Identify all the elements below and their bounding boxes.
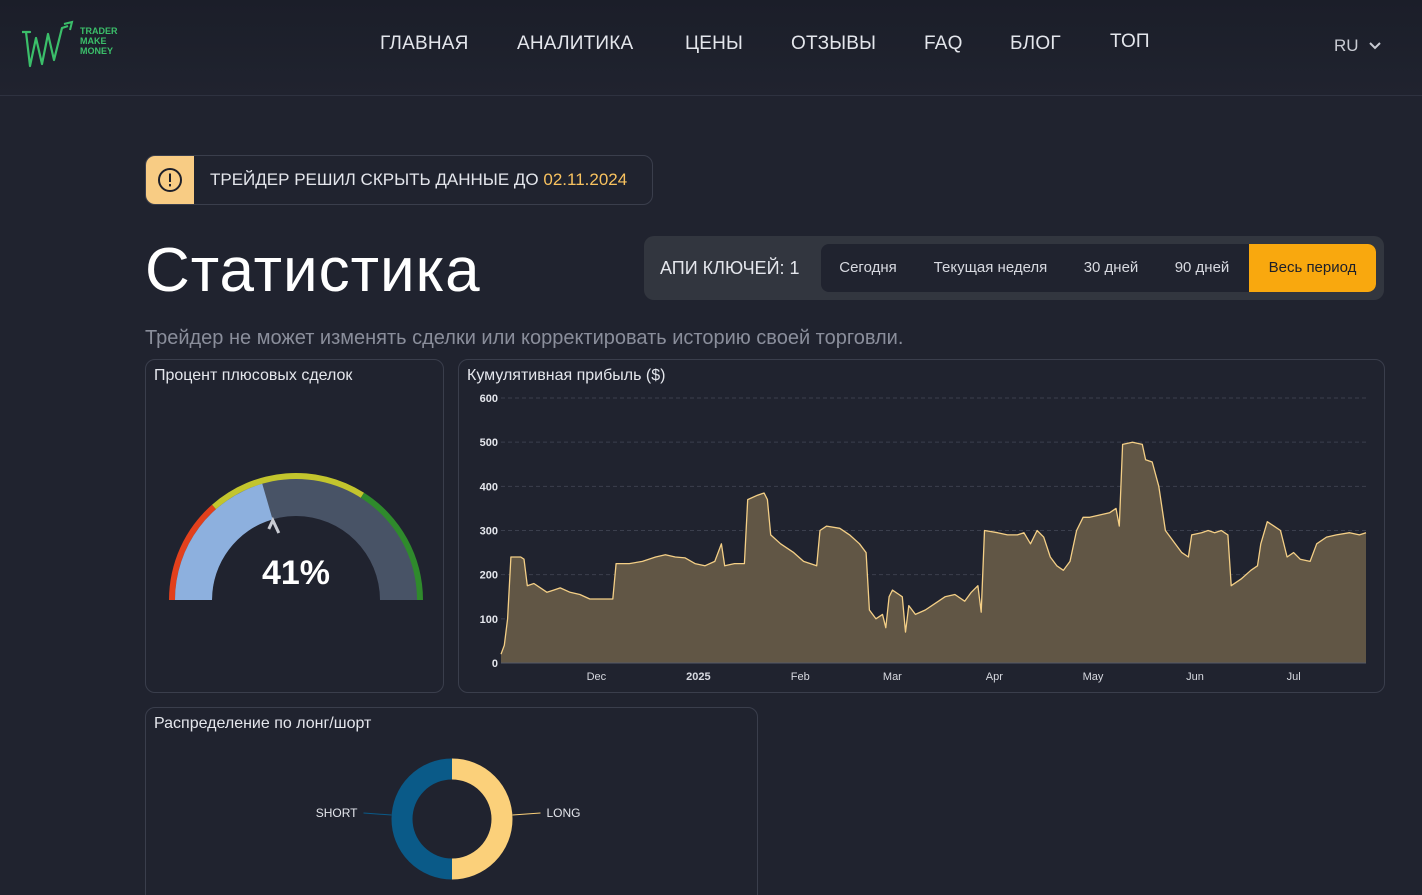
pie-label-long: LONG (547, 806, 581, 820)
banner-icon-box (146, 156, 194, 204)
cumulative-profit-title: Кумулятивная прибыль ($) (467, 367, 666, 384)
win-rate-gauge: 41% (169, 473, 423, 600)
x-tick-label: Jun (1186, 671, 1204, 683)
logo-line: MONEY (80, 46, 114, 56)
nav-item-top[interactable]: ТОП (1110, 31, 1150, 52)
page-subtitle: Трейдер не может изменять сделки или кор… (145, 327, 904, 349)
x-tick-label: Apr (986, 671, 1003, 683)
nav-item-reviews[interactable]: ОТЗЫВЫ (791, 33, 877, 54)
win-rate-title: Процент плюсовых сделок (154, 367, 353, 384)
pie-slice-short (391, 758, 453, 880)
x-tick-label: 2025 (686, 671, 710, 683)
gauge-pointer (267, 516, 281, 534)
nav-item-blog[interactable]: БЛОГ (1010, 33, 1061, 54)
language-label: RU (1334, 36, 1359, 55)
x-tick-label: Dec (587, 671, 607, 683)
y-tick-label: 100 (480, 614, 498, 626)
long-short-donut: LONG SHORT (316, 758, 581, 880)
y-tick-label: 400 (480, 481, 498, 493)
long-short-title: Распределение по лонг/шорт (154, 715, 372, 732)
x-tick-label: Mar (883, 671, 902, 683)
banner-text: ТРЕЙДЕР РЕШИЛ СКРЫТЬ ДАННЫЕ ДО 02.11.202… (194, 170, 627, 190)
main-nav: ГЛАВНАЯ АНАЛИТИКА ЦЕНЫ ОТЗЫВЫ FAQ БЛОГ Т… (0, 31, 1422, 59)
gauge-fill (175, 483, 273, 600)
exclamation-circle-icon (158, 168, 182, 192)
y-tick-label: 300 (480, 526, 498, 538)
tab-30-days[interactable]: 30 дней (1083, 259, 1139, 276)
win-rate-card: Процент плюсовых сделок 41% (145, 359, 444, 693)
period-tabs: Сегодня Текущая неделя 30 дней 90 дней В… (821, 244, 1376, 292)
nav-item-faq[interactable]: FAQ (924, 33, 963, 54)
banner-message: ТРЕЙДЕР РЕШИЛ СКРЫТЬ ДАННЫЕ ДО (210, 170, 539, 189)
y-tick-label: 500 (480, 437, 498, 449)
gauge-zone (360, 492, 423, 600)
area-fill (501, 442, 1366, 663)
gauge-zone (212, 473, 365, 510)
pie-leader-line (512, 812, 541, 816)
cumulative-profit-card: Кумулятивная прибыль ($) 0 100 200 300 400 50… (458, 359, 1385, 693)
gauge-value-label: 41% (262, 554, 330, 592)
logo[interactable]: TRADER MAKE MONEY (20, 20, 130, 70)
tab-today[interactable]: Сегодня (839, 259, 897, 276)
banner-date: 02.11.2024 (543, 170, 628, 189)
long-short-card: Распределение по лонг/шорт LONG SHORT (145, 707, 758, 895)
tab-all-time[interactable]: Весь период (1249, 244, 1376, 292)
area-line (500, 441, 1367, 655)
page-title: Статистика (145, 236, 481, 305)
nav-item-home[interactable]: ГЛАВНАЯ (380, 33, 469, 54)
chevron-down-icon (1368, 42, 1381, 50)
tab-current-week[interactable]: Текущая неделя (933, 259, 1048, 276)
x-tick-label: Jul (1287, 671, 1301, 683)
pie-slice-long (451, 758, 513, 880)
tab-90-days[interactable]: 90 дней (1174, 259, 1230, 276)
pie-leader-line (363, 812, 392, 816)
y-tick-label: 200 (480, 570, 498, 582)
pie-label-short: SHORT (316, 806, 358, 820)
y-tick-label: 600 (480, 393, 498, 405)
site-header: TRADER MAKE MONEY ГЛАВНАЯ АНАЛИТИКА ЦЕНЫ… (0, 0, 1422, 96)
x-tick-label: May (1083, 671, 1104, 683)
x-tick-label: Feb (791, 671, 810, 683)
logo-line: TRADER (80, 26, 118, 36)
logo-icon (22, 20, 74, 68)
hidden-data-banner: ТРЕЙДЕР РЕШИЛ СКРЫТЬ ДАННЫЕ ДО 02.11.202… (145, 155, 653, 205)
y-tick-label: 0 (492, 658, 498, 670)
nav-item-prices[interactable]: ЦЕНЫ (685, 33, 744, 54)
period-panel: АПИ КЛЮЧЕЙ: 1 Сегодня Текущая неделя 30 … (644, 236, 1384, 300)
logo-text: TRADER MAKE MONEY (80, 26, 118, 56)
cumulative-profit-chart: 0 100 200 300 400 500 600 Dec 2025 Feb Mar Apr May Ju… (480, 393, 1367, 683)
language-selector[interactable]: RU (1334, 36, 1381, 56)
logo-line: MAKE (80, 36, 107, 46)
nav-item-analytics[interactable]: АНАЛИТИКА (517, 33, 634, 54)
api-keys-label: АПИ КЛЮЧЕЙ: 1 (660, 258, 800, 278)
